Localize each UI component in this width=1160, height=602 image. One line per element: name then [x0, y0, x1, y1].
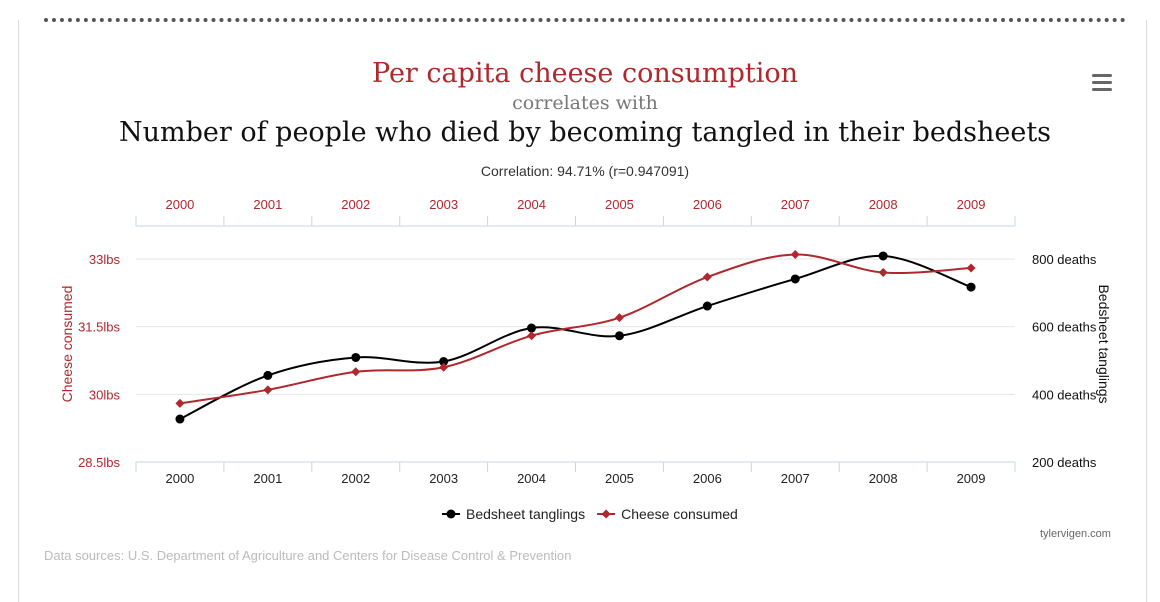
- bottom-axis-label: 2002: [341, 471, 370, 486]
- cheese-consumed-point: [175, 398, 185, 408]
- menu-bar: [1092, 88, 1112, 91]
- legend-label-bedsheet-tanglings: Bedsheet tanglings: [466, 506, 585, 522]
- menu-bar: [1092, 81, 1112, 84]
- bottom-axis-label: 2005: [605, 471, 634, 486]
- bottom-axis-label: 2003: [429, 471, 458, 486]
- left-axis-tick-label: 28.5lbs: [78, 455, 120, 470]
- bottom-axis-label: 2000: [165, 471, 194, 486]
- top-axis-label: 2006: [693, 197, 722, 212]
- cheese-consumed-point: [527, 331, 537, 341]
- top-axis-label: 2009: [957, 197, 986, 212]
- chart-subtitle: Number of people who died by becoming ta…: [118, 117, 1052, 148]
- top-axis-label: 2000: [165, 197, 194, 212]
- dotted-divider: [44, 18, 1126, 22]
- cheese-consumed-point: [790, 249, 800, 259]
- bedsheet-tanglings-point: [439, 357, 449, 367]
- bottom-axis-label: 2009: [957, 471, 986, 486]
- chart-title: Per capita cheese consumption: [371, 58, 798, 89]
- bottom-axis-label: 2007: [781, 471, 810, 486]
- hamburger-menu-icon[interactable]: [1090, 74, 1114, 94]
- right-axis-tick-label: 600 deaths: [1032, 320, 1097, 335]
- menu-bar: [1092, 74, 1112, 77]
- chart-connector-text: correlates with: [512, 92, 658, 114]
- cheese-consumed-point: [614, 313, 624, 323]
- top-axis-label: 2001: [253, 197, 282, 212]
- top-axis-label: 2007: [781, 197, 810, 212]
- top-axis-label: 2004: [517, 197, 546, 212]
- bedsheet-tanglings-line: [179, 254, 972, 420]
- left-axis-title: Cheese consumed: [59, 286, 75, 403]
- legend-marker-cheese-consumed: [601, 509, 611, 519]
- bedsheet-tanglings-point: [790, 274, 800, 284]
- cheese-consumed-point: [702, 272, 712, 282]
- right-axis-title: Bedsheet tanglings: [1096, 284, 1112, 403]
- right-axis-tick-label: 200 deaths: [1032, 455, 1097, 470]
- bedsheet-tanglings-point: [263, 370, 273, 380]
- left-axis-tick-label: 31.5lbs: [78, 320, 120, 335]
- bedsheet-tanglings-point: [351, 352, 361, 362]
- top-axis-label: 2008: [869, 197, 898, 212]
- bedsheet-tanglings-point: [966, 282, 976, 292]
- cheese-consumed-point: [878, 268, 888, 278]
- left-axis-tick-label: 33lbs: [89, 252, 121, 267]
- right-axis-tick-label: 400 deaths: [1032, 387, 1097, 402]
- cheese-consumed-point: [439, 362, 449, 372]
- correlation-text: Correlation: 94.71% (r=0.947091): [480, 163, 690, 179]
- cheese-consumed-point: [263, 385, 273, 395]
- site-credit: tylervigen.com: [1040, 528, 1111, 540]
- cheese-consumed-point: [351, 367, 361, 377]
- bedsheet-tanglings-point: [175, 414, 185, 424]
- data-sources-note: Data sources: U.S. Department of Agricul…: [44, 548, 572, 563]
- frame-right-border: [1146, 20, 1147, 602]
- top-axis-label: 2003: [429, 197, 458, 212]
- cheese-consumed-line: [179, 253, 972, 405]
- bottom-axis-label: 2001: [253, 471, 282, 486]
- top-axis-label: 2002: [341, 197, 370, 212]
- legend-marker-bedsheet-tanglings: [446, 509, 456, 519]
- bottom-axis-label: 2008: [869, 471, 898, 486]
- bedsheet-tanglings-point: [614, 331, 624, 341]
- right-axis-tick-label: 800 deaths: [1032, 252, 1097, 267]
- top-axis-label: 2005: [605, 197, 634, 212]
- bedsheet-tanglings-point: [527, 323, 537, 333]
- bottom-axis-label: 2004: [517, 471, 546, 486]
- bedsheet-tanglings-point: [878, 251, 888, 261]
- bedsheet-tanglings-point: [702, 301, 712, 311]
- bottom-axis-label: 2006: [693, 471, 722, 486]
- left-axis-tick-label: 30lbs: [89, 387, 121, 402]
- frame-left-border: [18, 20, 19, 602]
- cheese-consumed-point: [966, 263, 976, 273]
- legend-label-cheese-consumed: Cheese consumed: [621, 506, 738, 522]
